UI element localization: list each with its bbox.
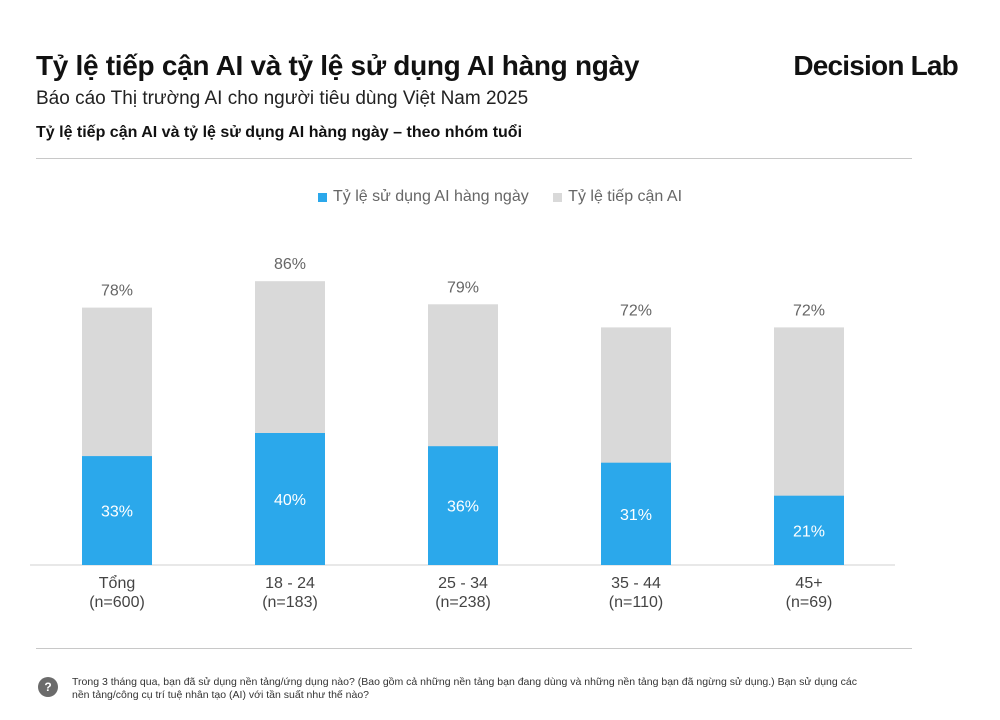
- tick-sample-size-0: (n=600): [89, 594, 145, 611]
- label-reach-2: 79%: [447, 279, 479, 296]
- label-daily-3: 31%: [620, 507, 652, 524]
- label-daily-2: 36%: [447, 499, 479, 516]
- survey-question-note: Trong 3 tháng qua, bạn đã sử dụng nền tả…: [72, 676, 872, 702]
- label-reach-0: 78%: [101, 283, 133, 300]
- tick-label-4: 45+: [795, 575, 822, 592]
- label-reach-4: 72%: [793, 302, 825, 319]
- bar-chart: 78% 33% Tổng (n=600) 86% 40% 18 - 24 (n=183) 79%…: [0, 0, 1000, 720]
- tick-label-0: Tổng: [99, 574, 135, 592]
- bottom-divider: [36, 648, 912, 649]
- label-daily-4: 21%: [793, 523, 825, 540]
- tick-label-1: 18 - 24: [265, 575, 315, 592]
- label-daily-1: 40%: [274, 492, 306, 509]
- tick-sample-size-1: (n=183): [262, 594, 318, 611]
- tick-label-2: 25 - 34: [438, 575, 488, 592]
- label-daily-0: 33%: [101, 504, 133, 521]
- tick-sample-size-3: (n=110): [609, 594, 663, 611]
- tick-label-3: 35 - 44: [611, 575, 661, 592]
- question-icon: ?: [38, 677, 58, 697]
- label-reach-3: 72%: [620, 302, 652, 319]
- label-reach-1: 86%: [274, 256, 306, 273]
- tick-sample-size-2: (n=238): [435, 594, 491, 611]
- tick-sample-size-4: (n=69): [786, 594, 833, 611]
